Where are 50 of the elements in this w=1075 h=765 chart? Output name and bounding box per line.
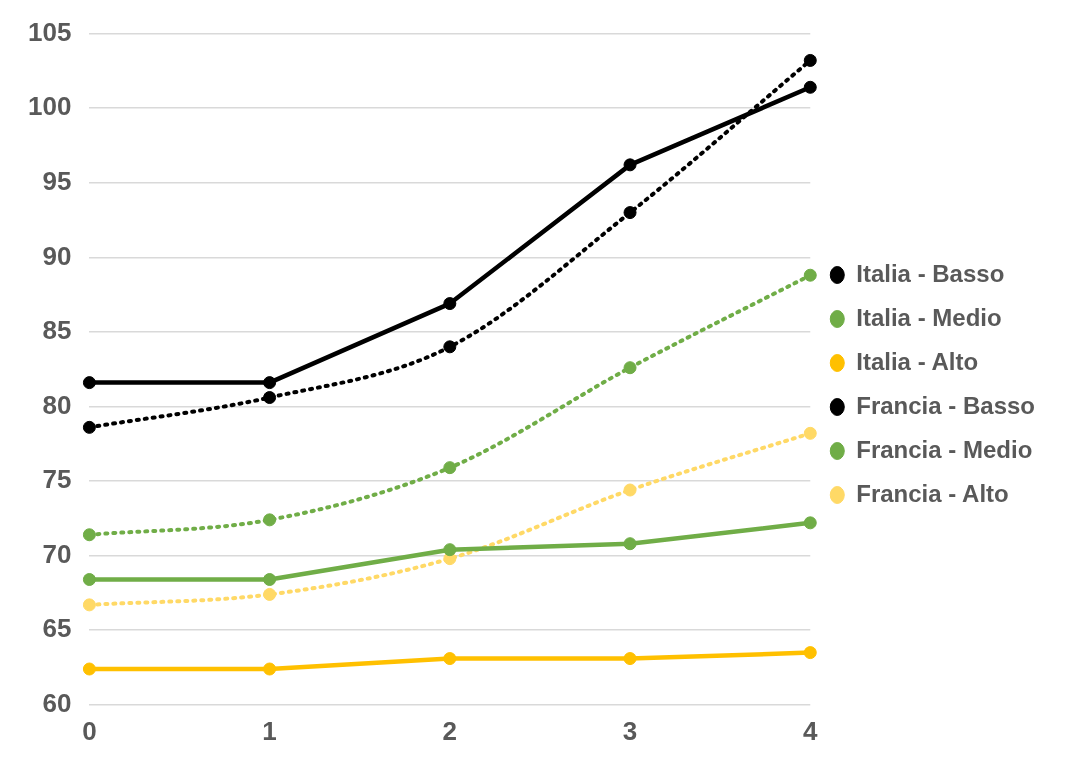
y-tick-label: 70	[42, 538, 72, 569]
point	[82, 420, 96, 434]
y-tick-label: 60	[42, 687, 72, 718]
point	[803, 426, 817, 440]
point	[82, 528, 96, 542]
y-tick-label: 90	[42, 240, 72, 271]
legend-label: Francia - Basso	[856, 391, 1035, 419]
point	[803, 516, 817, 530]
point	[443, 652, 457, 666]
point	[623, 158, 637, 172]
x-tick-label: 3	[622, 715, 638, 746]
point	[263, 513, 277, 527]
point	[443, 543, 457, 557]
point	[623, 206, 637, 220]
point	[443, 461, 457, 475]
point	[443, 297, 457, 311]
legend-label: Francia - Alto	[856, 479, 1009, 507]
y-tick-label: 100	[27, 91, 72, 122]
point	[803, 53, 817, 67]
x-tick-label: 1	[262, 715, 277, 746]
point	[263, 587, 277, 601]
y-tick-label: 85	[42, 315, 72, 346]
x-tick-label: 2	[442, 715, 458, 746]
point	[263, 376, 277, 390]
y-tick-label: 75	[42, 464, 72, 495]
point	[623, 537, 637, 551]
x-tick-label: 4	[803, 715, 819, 746]
legend-label: Italia - Alto	[856, 347, 979, 375]
point	[803, 80, 817, 94]
point	[263, 662, 277, 676]
x-tick-label: 0	[82, 715, 97, 746]
point	[623, 361, 637, 375]
point	[263, 573, 277, 587]
y-tick-label: 95	[42, 165, 72, 196]
y-tick-label: 105	[27, 16, 72, 47]
point	[263, 391, 277, 405]
point	[82, 573, 96, 587]
legend-label: Francia - Medio	[856, 435, 1033, 463]
legend-label: Italia - Basso	[856, 259, 1005, 287]
y-tick-label: 80	[42, 389, 72, 420]
point	[82, 662, 96, 676]
point	[82, 598, 96, 612]
point	[803, 268, 817, 282]
legend-label: Italia - Medio	[856, 303, 1002, 331]
point	[443, 340, 457, 354]
point	[803, 646, 817, 660]
point	[623, 483, 637, 497]
point	[623, 652, 637, 666]
y-tick-label: 65	[42, 613, 72, 644]
point	[82, 376, 96, 390]
